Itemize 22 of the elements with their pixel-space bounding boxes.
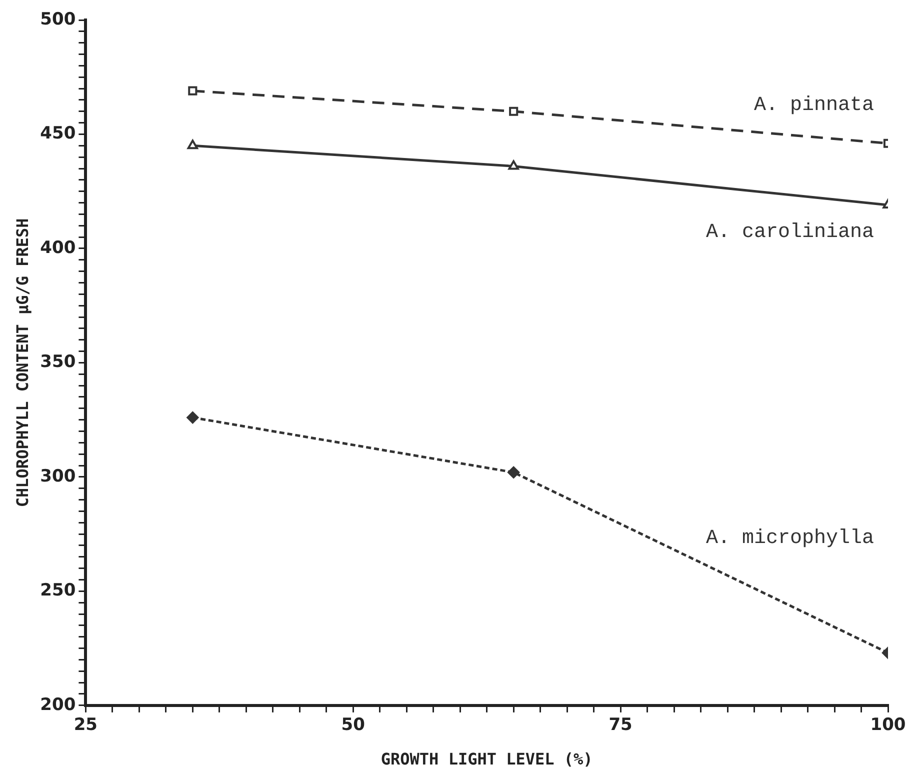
x-tick-label: 25 <box>74 715 98 736</box>
y-tick-label: 200 <box>40 694 76 715</box>
x-tick-label: 75 <box>608 715 632 736</box>
x-axis-title: GROWTH LIGHT LEVEL (%) <box>380 750 593 769</box>
point <box>187 140 198 150</box>
y-tick-label: 500 <box>40 9 76 30</box>
point <box>188 86 198 96</box>
y-tick-label: 400 <box>40 238 76 258</box>
y-tick-label: 450 <box>40 124 76 144</box>
x-tick-label: 100 <box>870 715 906 736</box>
x-tick-label: 50 <box>341 715 366 736</box>
y-tick-label: 300 <box>40 466 76 486</box>
series-label: A. caroliniana <box>706 221 874 244</box>
y-tick-label: 250 <box>40 580 76 601</box>
y-tick-label: 350 <box>40 352 76 372</box>
point <box>186 412 199 424</box>
point <box>508 466 520 478</box>
point <box>509 106 518 116</box>
series-label: A. pinnata <box>754 94 874 117</box>
series-label: A. microphylla <box>706 527 874 550</box>
point <box>508 160 519 170</box>
y-axis-title: CHLOROPHYLL CONTENT µG/G FRESH <box>12 218 32 508</box>
